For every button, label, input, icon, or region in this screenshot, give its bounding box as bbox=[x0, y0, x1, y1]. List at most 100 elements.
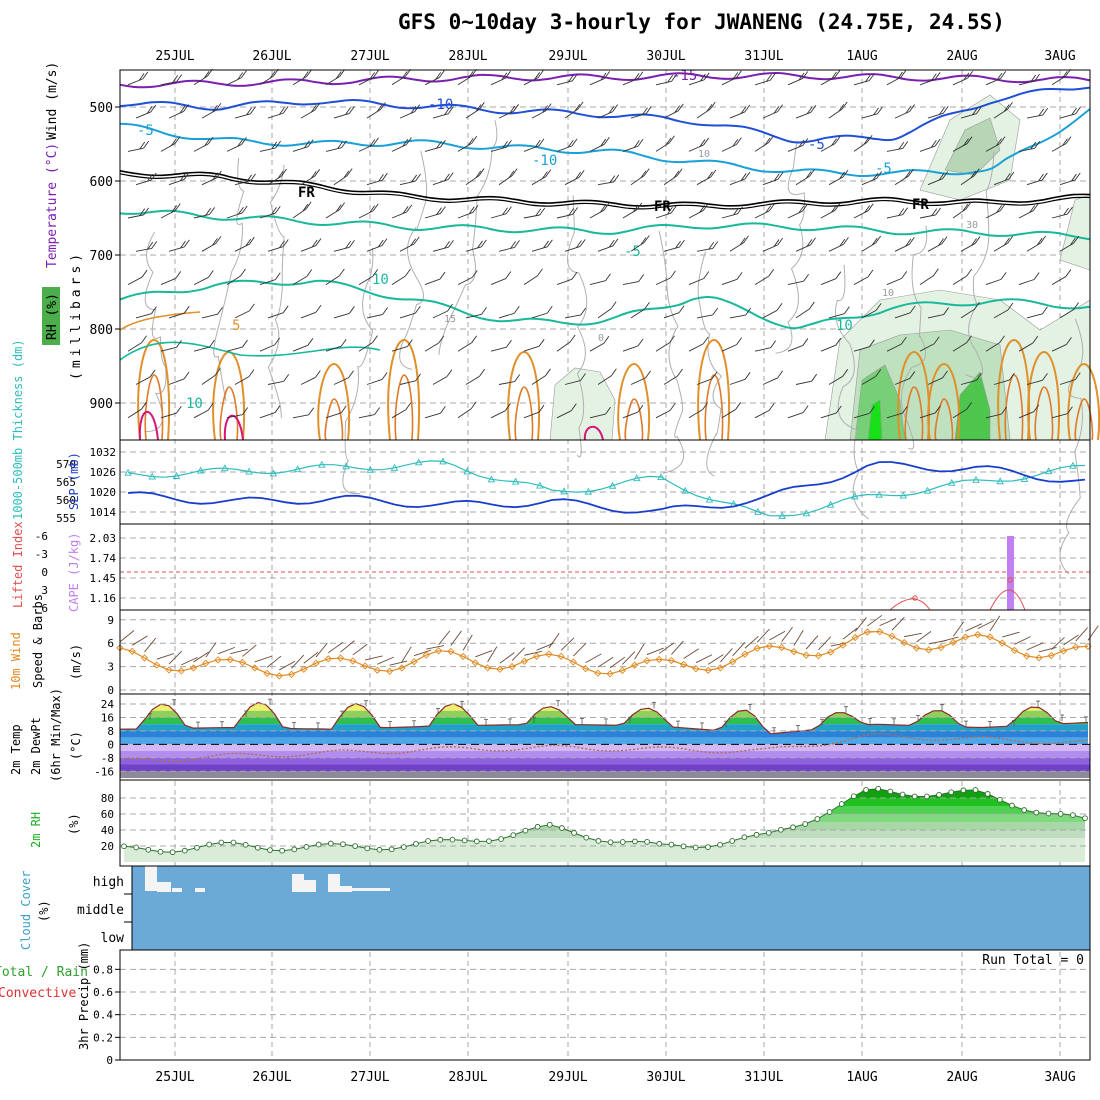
wind10-barb bbox=[977, 620, 995, 630]
wind-barb bbox=[300, 238, 322, 252]
wind-barb bbox=[358, 335, 378, 352]
rh-band bbox=[124, 798, 1085, 806]
wind-barb-flag bbox=[900, 336, 907, 345]
wind-barb bbox=[795, 373, 818, 385]
slp-ylabel: 1000-500mb Thickness (dm) bbox=[11, 339, 25, 520]
wind-barb-flag bbox=[898, 208, 905, 216]
wind-barb-flag bbox=[250, 173, 256, 182]
wind-barb bbox=[267, 374, 290, 385]
ylabel-rh-pct: (%) bbox=[67, 813, 81, 835]
wind-barb-flag bbox=[279, 240, 285, 248]
wind-barb-shaft bbox=[721, 278, 738, 286]
rh-band bbox=[124, 788, 1085, 790]
rh-marker bbox=[437, 836, 444, 843]
wind-barb-shaft bbox=[292, 76, 307, 86]
wind-barb-shaft bbox=[927, 314, 944, 319]
wind-barb-shaft bbox=[556, 80, 573, 86]
cloud-ylabel: Cloud Cover bbox=[19, 871, 33, 950]
rh-marker bbox=[413, 840, 419, 847]
wind-barb-shaft bbox=[861, 376, 877, 385]
rh-contour bbox=[213, 157, 245, 401]
wind-barb-shaft bbox=[1018, 210, 1034, 219]
wind-barb-flag bbox=[637, 138, 644, 147]
temp-band-cold bbox=[120, 757, 1090, 765]
wind-barb-flag bbox=[502, 141, 508, 149]
dewpoint-line bbox=[119, 732, 1089, 762]
wind10-marker bbox=[692, 665, 700, 673]
rh-marker bbox=[765, 829, 772, 836]
wind-barb bbox=[531, 103, 552, 119]
wind-barb bbox=[127, 269, 148, 285]
wind-barb-flag bbox=[608, 239, 615, 248]
wind-barb-flag bbox=[212, 238, 218, 246]
wind-barb-flag bbox=[811, 373, 818, 382]
wind-barb-shaft bbox=[432, 246, 449, 252]
contour-label: -5 bbox=[808, 137, 825, 153]
ylabel-wind10: 10m Wind bbox=[9, 632, 23, 690]
wind-barb-flag bbox=[302, 203, 309, 212]
wind-barb-flag bbox=[603, 137, 610, 145]
precip-tick-label: 0.2 bbox=[93, 1031, 113, 1044]
wind-barb-flag bbox=[314, 102, 321, 111]
wind-barb-flag bbox=[304, 140, 310, 149]
wind-barb-flag bbox=[966, 402, 972, 410]
li-tick-label: 3 bbox=[41, 584, 48, 597]
wind-barb-flag bbox=[665, 137, 672, 146]
wind-barb-shaft bbox=[820, 344, 836, 352]
wind-barb-flag bbox=[575, 171, 581, 180]
wind-barb bbox=[985, 71, 1007, 86]
li-line bbox=[989, 589, 1026, 611]
wind-barb bbox=[432, 106, 454, 119]
wind10-barb bbox=[732, 642, 746, 657]
wind-barb bbox=[490, 403, 511, 419]
rh-contour bbox=[834, 264, 869, 520]
wind-barb-flag bbox=[372, 70, 379, 78]
wind-barb-flag bbox=[842, 369, 849, 377]
wind-barb bbox=[399, 305, 421, 319]
wind10-barb bbox=[793, 629, 804, 646]
wind10-marker bbox=[581, 664, 590, 673]
high-cloud-block bbox=[145, 866, 157, 891]
date-label-bottom: 30JUL bbox=[646, 1070, 685, 1085]
wind-barb-flag bbox=[306, 269, 313, 277]
wind-barb-flag bbox=[506, 206, 512, 214]
date-label-top: 2AUG bbox=[946, 49, 977, 64]
wind-barb-flag bbox=[475, 104, 482, 112]
wind-barb bbox=[523, 338, 545, 352]
wind-barb bbox=[861, 235, 882, 252]
wind-barb-shaft bbox=[432, 113, 449, 119]
wind-barb-shaft bbox=[919, 412, 936, 419]
wind-barb-flag bbox=[808, 301, 815, 310]
wind10-marker bbox=[557, 652, 565, 660]
rh-marker bbox=[996, 796, 1003, 803]
wind10-barb bbox=[769, 630, 786, 641]
wind-barb-shaft bbox=[564, 245, 581, 252]
wind-barb-shaft bbox=[919, 79, 936, 86]
wind-barb bbox=[465, 239, 487, 252]
wind-barb bbox=[952, 335, 972, 352]
wind-barb-shaft bbox=[325, 76, 340, 86]
wind10-barb bbox=[695, 654, 713, 664]
wind10-marker bbox=[251, 664, 259, 672]
wind-barb-shaft bbox=[886, 214, 903, 219]
wind-barb bbox=[721, 402, 742, 419]
wind10-barb bbox=[536, 642, 554, 651]
contour-label: -10 bbox=[428, 97, 453, 113]
cloud-ylabel-2: (%) bbox=[37, 900, 51, 922]
wind-barb-flag bbox=[679, 239, 685, 248]
wind-barb-flag bbox=[277, 170, 284, 179]
wind-barb-shaft bbox=[267, 112, 284, 119]
wind-barb-flag bbox=[543, 240, 549, 249]
wind-barb-flag bbox=[405, 402, 412, 410]
wind-barb-flag bbox=[348, 370, 354, 379]
wind-barb-flag bbox=[930, 73, 937, 82]
wind-barb bbox=[234, 173, 256, 186]
wind-barb-shaft bbox=[894, 312, 911, 319]
wind-barb-flag bbox=[612, 238, 619, 247]
wind-barb-flag bbox=[377, 239, 384, 248]
wind-barb-shaft bbox=[556, 214, 573, 219]
wind-barb-shaft bbox=[754, 142, 769, 152]
isotherm-25-loop bbox=[138, 410, 159, 441]
rh-marker bbox=[644, 839, 650, 845]
thickness-tick-label: 555 bbox=[56, 512, 76, 525]
